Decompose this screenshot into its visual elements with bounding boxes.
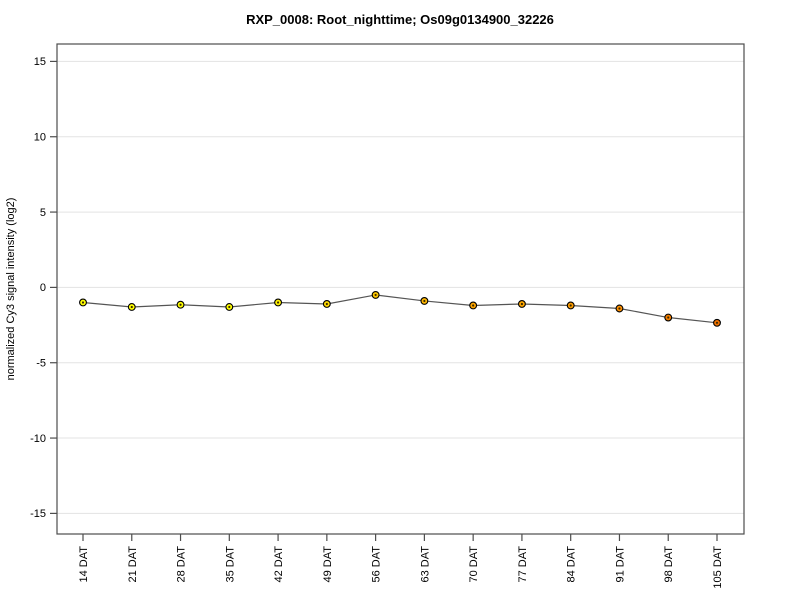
series-line: [82, 294, 718, 324]
y-tick-label: -5: [36, 358, 46, 370]
x-tick-label: 105 DAT: [712, 546, 724, 589]
y-tick-label: -10: [30, 433, 46, 445]
data-point-center: [520, 302, 524, 306]
x-tick-label: 91 DAT: [614, 546, 626, 583]
y-tick-label: 0: [40, 282, 46, 294]
x-tick-label: 21 DAT: [127, 546, 139, 583]
x-tick-label: 14 DAT: [78, 546, 90, 583]
data-point-center: [569, 304, 572, 307]
y-tick-label: 15: [34, 56, 46, 68]
x-tick-label: 42 DAT: [273, 546, 285, 583]
plot-frame: [56, 43, 745, 535]
data-point-center: [423, 299, 426, 303]
y-tick-label: -15: [30, 508, 46, 520]
x-tick-label: 63 DAT: [419, 546, 431, 583]
data-point-center: [374, 293, 377, 297]
data-point-center: [715, 321, 719, 324]
x-tick-label: 49 DAT: [322, 546, 334, 583]
plot-generated: -15 -10 -5 0 5 10 15 14 DAT 21 DAT 28 DAT 35 DAT 42…: [30, 43, 745, 589]
data-point-center: [667, 316, 670, 319]
y-tick-label: 10: [34, 132, 46, 144]
x-tick-label: 77 DAT: [517, 546, 529, 583]
x-tick-label: 98 DAT: [663, 546, 675, 583]
x-tick-label: 35 DAT: [224, 546, 236, 583]
data-point-center: [228, 305, 231, 309]
x-tick-label: 84 DAT: [566, 546, 578, 583]
data-point-center: [276, 301, 280, 304]
y-tick-label: 5: [40, 207, 46, 219]
data-point-center: [325, 302, 328, 306]
x-tick-label: 28 DAT: [176, 546, 188, 583]
data-point-center: [179, 303, 182, 306]
x-tick-label: 70 DAT: [468, 546, 480, 583]
chart-title: RXP_0008: Root_nighttime; Os09g0134900_3…: [246, 12, 554, 27]
x-tick-label: 56 DAT: [371, 546, 383, 583]
y-axis-label: normalized Cy3 signal intensity (log2): [5, 198, 17, 381]
data-point-center: [81, 301, 85, 304]
data-point-center: [618, 307, 621, 310]
data-point-center: [472, 304, 475, 307]
data-point-center: [130, 305, 133, 309]
